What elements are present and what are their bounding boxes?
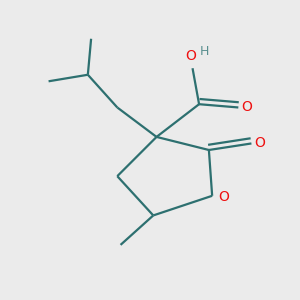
Text: O: O [242, 100, 253, 115]
Text: O: O [255, 136, 266, 151]
Text: O: O [219, 190, 230, 204]
Text: O: O [185, 49, 196, 63]
Text: H: H [199, 45, 209, 58]
